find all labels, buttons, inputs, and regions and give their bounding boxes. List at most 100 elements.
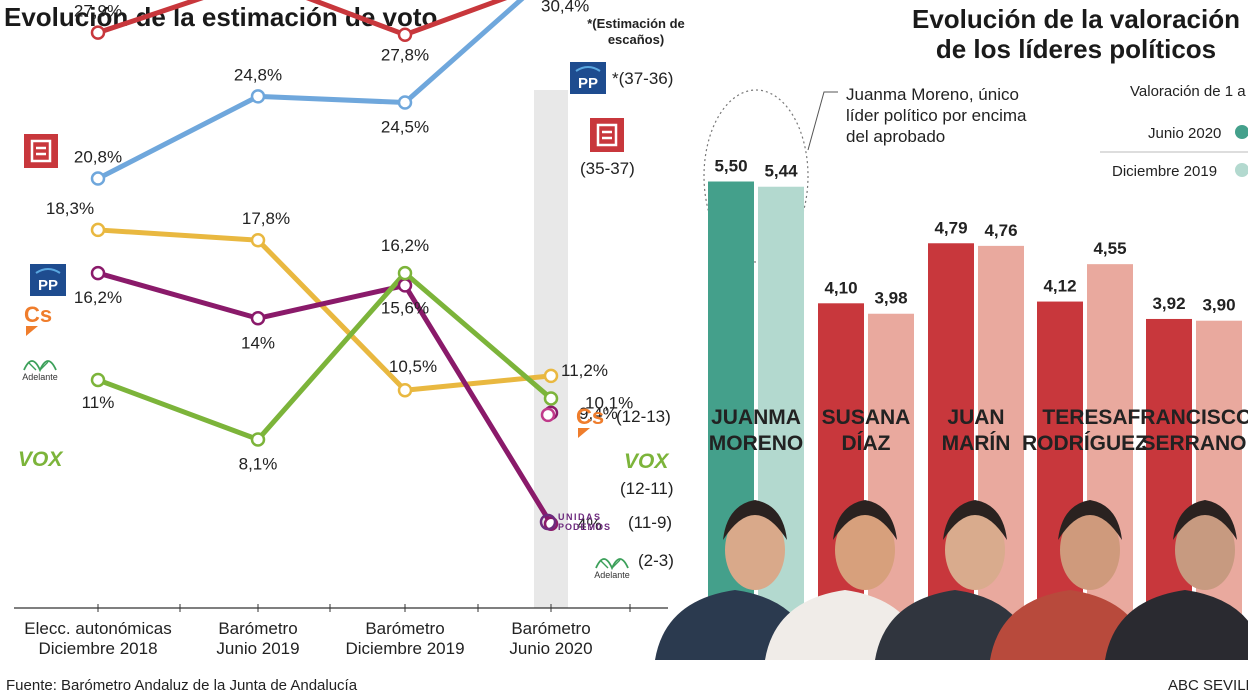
svg-text:PP: PP (578, 75, 598, 92)
bar-category-label: MORENO (709, 432, 804, 455)
data-label: 24,5% (381, 118, 429, 137)
data-point (90, 265, 106, 281)
pp-logo-icon: PP (30, 264, 66, 296)
bar (928, 243, 974, 660)
x-tick-label: Diciembre 2018 (38, 639, 157, 658)
data-label: 27,9% (74, 2, 122, 21)
bar-value-label: 4,12 (1043, 277, 1076, 296)
data-point (543, 391, 559, 406)
data-label: 9,4% (579, 404, 618, 423)
data-label: 16,2% (74, 288, 122, 307)
data-point (250, 311, 266, 326)
data-point (397, 382, 413, 398)
adelante-logo-icon: Adelante (594, 558, 630, 580)
data-label: 11% (82, 393, 115, 412)
vox-logo-icon: VOX (624, 450, 670, 473)
bar-category-label: DÍAZ (842, 432, 891, 455)
annotation-text: Juanma Moreno, único (846, 85, 1019, 104)
x-tick-label: Barómetro (218, 619, 297, 638)
bar-value-label: 4,76 (984, 221, 1017, 240)
seats-pp: *(37-36) (612, 69, 673, 88)
bar-category-label: SERRANO (1141, 432, 1246, 455)
legend-title: Valoración de 1 a 10 (1130, 83, 1248, 100)
bar-value-label: 3,92 (1152, 294, 1185, 313)
data-point (90, 171, 106, 186)
bar-category-label: TERESA (1042, 406, 1127, 429)
bar-value-label: 4,79 (934, 218, 967, 237)
annotation-text: líder político por encima (846, 106, 1027, 125)
bar-category-label: RODRÍGUEZ (1022, 432, 1148, 455)
bar-value-label: 5,44 (764, 162, 798, 181)
data-label: 16,2% (381, 236, 429, 255)
svg-text:Adelante: Adelante (22, 372, 58, 382)
bar-value-label: 4,10 (824, 278, 857, 297)
legend-label-dec2019: Diciembre 2019 (1112, 163, 1217, 180)
line-chart: 27,9%30,5%27,8%30,4%20,8%24,8%24,5%30,8%… (14, 0, 674, 658)
pp-logo-icon: PP (570, 62, 606, 94)
bar-title-line-2: de los líderes políticos (935, 34, 1217, 64)
bar-category-label: MARÍN (942, 432, 1011, 455)
data-label: 4% (577, 515, 602, 534)
data-label: 20,8% (74, 148, 122, 167)
series-line-vox (97, 270, 553, 443)
data-label: 8,1% (239, 455, 278, 474)
svg-text:VOX: VOX (18, 448, 64, 471)
svg-text:PODEMOS: PODEMOS (558, 522, 611, 532)
x-tick-label: Diciembre 2019 (345, 639, 464, 658)
annotation-text: del aprobado (846, 127, 945, 146)
svg-text:Cs: Cs (24, 302, 52, 327)
legend-swatch-dec2019 (1235, 163, 1248, 177)
svg-text:Cs: Cs (576, 404, 604, 429)
leader-portrait (875, 500, 1035, 660)
x-tick-label: Barómetro (365, 619, 444, 638)
bar (1087, 264, 1133, 660)
data-label: 15,6% (381, 298, 429, 317)
psoe-logo-icon (590, 118, 624, 152)
bar-title-line-1: Evolución de la valoración (912, 4, 1240, 34)
data-label: 30,4% (541, 0, 589, 15)
adelante-logo-icon: Adelante (22, 360, 58, 382)
data-label: 17,8% (242, 209, 290, 228)
seats-psoe: (35-37) (580, 159, 635, 178)
data-point (90, 372, 106, 388)
bar-value-label: 4,55 (1093, 239, 1126, 258)
data-label: 24,8% (234, 65, 282, 84)
legend-label-jun2020: Junio 2020 (1148, 125, 1221, 142)
data-point (90, 222, 106, 238)
x-tick-label: Junio 2020 (509, 639, 592, 658)
bar (978, 245, 1024, 660)
bar-value-label: 5,50 (714, 157, 747, 176)
seats-vox: (12-11) (620, 479, 674, 498)
bar-category-label: SUSANA (822, 406, 911, 429)
series-line-cs (97, 227, 552, 393)
bar-value-label: 3,90 (1202, 296, 1235, 315)
bar-chart-title: Evolución de la valoración de los lídere… (896, 4, 1248, 64)
data-point (543, 368, 559, 384)
bar-value-label: 3,98 (874, 289, 907, 308)
bar-category-label: FRANCISCO* (1127, 406, 1248, 429)
data-point (90, 25, 106, 40)
data-point (250, 432, 266, 447)
seats-up: (11-9) (628, 513, 672, 532)
seats-cs: (12-13) (616, 407, 671, 426)
seats-note: *(Estimación de escaños) (587, 16, 685, 47)
data-point (397, 95, 413, 110)
data-label: 10,5% (389, 357, 437, 376)
annotation-leader (807, 91, 838, 151)
series-line-adelante (97, 270, 554, 526)
cs-logo-icon: Cs (576, 404, 604, 438)
vox-logo-icon: VOX (18, 448, 64, 471)
data-label: 11,2% (561, 361, 608, 380)
psoe-logo-icon (24, 134, 58, 168)
series-line-psoe (97, 0, 508, 38)
leader-portrait (1105, 500, 1248, 660)
data-point (250, 89, 266, 104)
seats-adelante: (2-3) (638, 551, 674, 570)
source-note: Fuente: Barómetro Andaluz de la Junta de… (6, 677, 358, 694)
svg-text:VOX: VOX (624, 450, 670, 473)
data-point-up (540, 407, 556, 423)
line-chart-title: Evolución de la estimación de voto (4, 2, 438, 32)
data-label: 27,8% (381, 46, 429, 65)
